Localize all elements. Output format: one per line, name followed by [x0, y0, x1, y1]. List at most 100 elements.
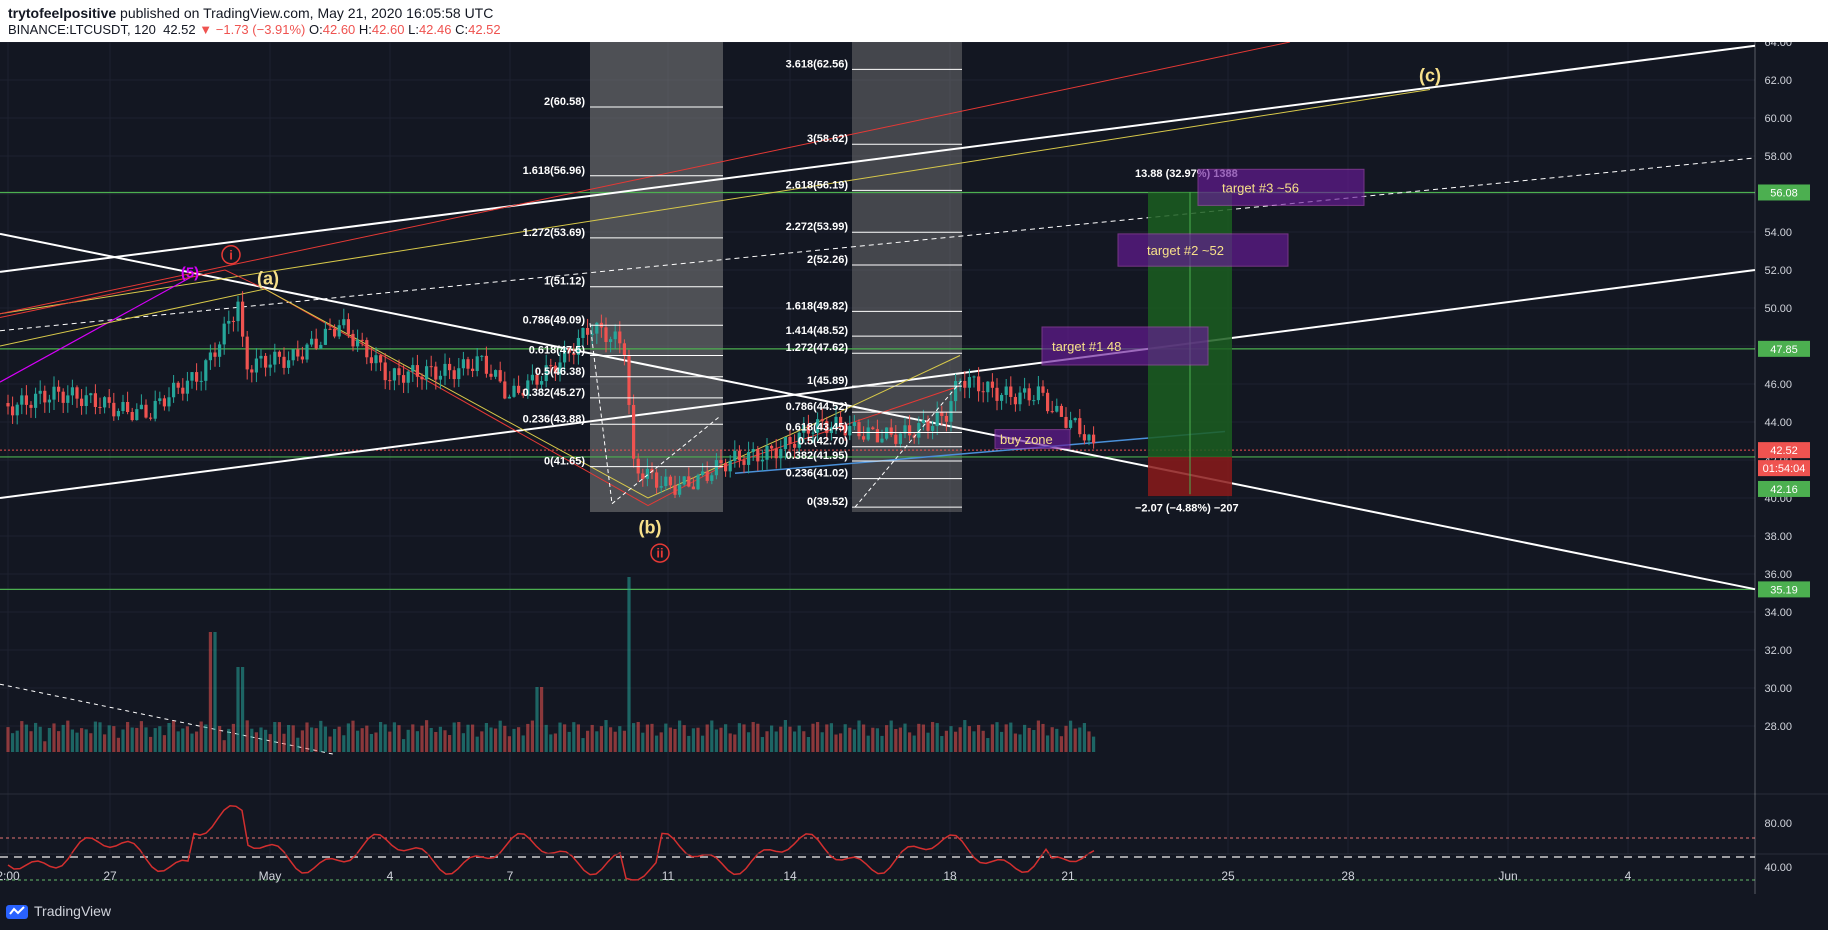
candle-body: [714, 460, 718, 476]
candle-body: [20, 395, 24, 405]
candle-body: [319, 344, 323, 349]
candle-body: [1087, 434, 1091, 441]
candle-body: [1013, 396, 1017, 405]
candle-body: [586, 328, 590, 335]
price-badge-label: 42.16: [1770, 484, 1798, 496]
candle-body: [43, 390, 47, 403]
volume-bar: [862, 724, 866, 752]
volume-bar: [356, 730, 360, 752]
candle-body: [604, 327, 608, 343]
volume-bar: [563, 724, 567, 752]
candle-body: [38, 390, 42, 394]
volume-bar: [765, 731, 769, 752]
tradingview-brand[interactable]: TradingView: [34, 903, 112, 919]
candle-body: [783, 436, 787, 450]
volume-bar: [259, 727, 263, 752]
symbol-name[interactable]: BINANCE:LTCUSDT, 120: [8, 22, 156, 37]
volume-bar: [461, 733, 465, 752]
volume-bar: [949, 726, 953, 752]
price-axis-tick: 60.00: [1764, 113, 1792, 125]
volume-bar: [1069, 720, 1073, 752]
volume-bar: [714, 729, 718, 752]
candle-body: [107, 397, 111, 403]
chart-canvas[interactable]: 2(60.58) 1.618(56.96) 1.272(53.69) 1(51.12)…: [0, 42, 1828, 894]
candle-body: [981, 391, 985, 393]
volume-bar: [323, 726, 327, 752]
candle-body: [66, 395, 70, 403]
target-box[interactable]: [1117, 233, 1289, 267]
candle-body: [1027, 388, 1031, 401]
candle-body: [475, 356, 479, 372]
candle-body: [149, 417, 153, 419]
candle-body: [944, 415, 948, 422]
volume-bar: [392, 722, 396, 752]
author-name[interactable]: trytofeelpositive: [8, 5, 117, 21]
volume-bar: [783, 720, 787, 752]
volume-bar: [535, 687, 539, 752]
volume-bar: [429, 727, 433, 752]
fib-level-label: 0(41.65): [544, 456, 585, 468]
candle-body: [885, 427, 889, 439]
volume-bar: [839, 733, 843, 752]
volume-bar: [967, 726, 971, 752]
candle-body: [1059, 405, 1063, 417]
volume-bar: [190, 733, 194, 752]
candle-body: [581, 328, 585, 338]
candle-body: [356, 339, 360, 347]
volume-bar: [411, 724, 415, 752]
candle-body: [862, 436, 866, 440]
target-box[interactable]: [1197, 168, 1365, 206]
volume-bar: [29, 731, 33, 752]
candle-body: [57, 386, 61, 392]
volume-bar: [954, 731, 958, 752]
price-badge: [1758, 480, 1810, 497]
volume-bar: [360, 728, 364, 752]
time-axis-tick: 7: [507, 869, 514, 883]
price-axis-tick: 50.00: [1764, 303, 1792, 315]
fib-level-label: 1(51.12): [544, 276, 585, 288]
tradingview-logo-icon[interactable]: [6, 902, 28, 922]
price-badge-label: 01:54:04: [1763, 463, 1806, 475]
volume-bar: [793, 731, 797, 752]
volume-bar: [277, 722, 281, 752]
time-axis-tick: 4: [1625, 869, 1632, 883]
support-line-blue: [734, 430, 1226, 475]
candle-body: [259, 355, 263, 359]
volume-bar: [848, 727, 852, 752]
volume-bar: [383, 724, 387, 752]
candle-body: [1036, 386, 1040, 401]
volume-bar: [227, 728, 231, 752]
volume-bar: [181, 728, 185, 752]
target-box-label: target #1 48: [1052, 339, 1121, 354]
candle-body: [383, 362, 387, 381]
fib-extension-label: 1.272(47.62): [786, 342, 849, 354]
close-label: C:: [455, 22, 469, 37]
target-box[interactable]: [994, 429, 1071, 450]
candle-body: [484, 355, 488, 374]
candle-body: [540, 381, 544, 385]
volume-bar: [98, 722, 102, 752]
volume-bar: [655, 735, 659, 752]
candle-body: [958, 380, 962, 382]
volume-bar: [940, 736, 944, 752]
candle-body: [190, 372, 194, 381]
candle-body: [1046, 392, 1050, 412]
candle-body: [310, 338, 314, 345]
fib-extension-label: 3(58.62): [807, 133, 848, 145]
volume-bar: [116, 737, 120, 752]
candlestick-series[interactable]: [6, 291, 1096, 498]
volume-bar: [195, 731, 199, 752]
volume-bar: [1078, 727, 1082, 752]
candle-body: [425, 366, 429, 380]
volume-bar: [291, 725, 295, 752]
candle-body: [254, 358, 258, 373]
volume-bar: [264, 729, 268, 752]
candle-body: [52, 386, 56, 400]
target-box[interactable]: [1041, 326, 1209, 366]
volume-bar: [599, 726, 603, 752]
price-axis-tick: 62.00: [1764, 75, 1792, 87]
chart-area[interactable]: 2(60.58) 1.618(56.96) 1.272(53.69) 1(51.12)…: [0, 42, 1828, 922]
candle-body: [75, 387, 79, 399]
volume-bar: [526, 723, 530, 752]
target-box-label: target #3 ~56: [1222, 180, 1299, 195]
